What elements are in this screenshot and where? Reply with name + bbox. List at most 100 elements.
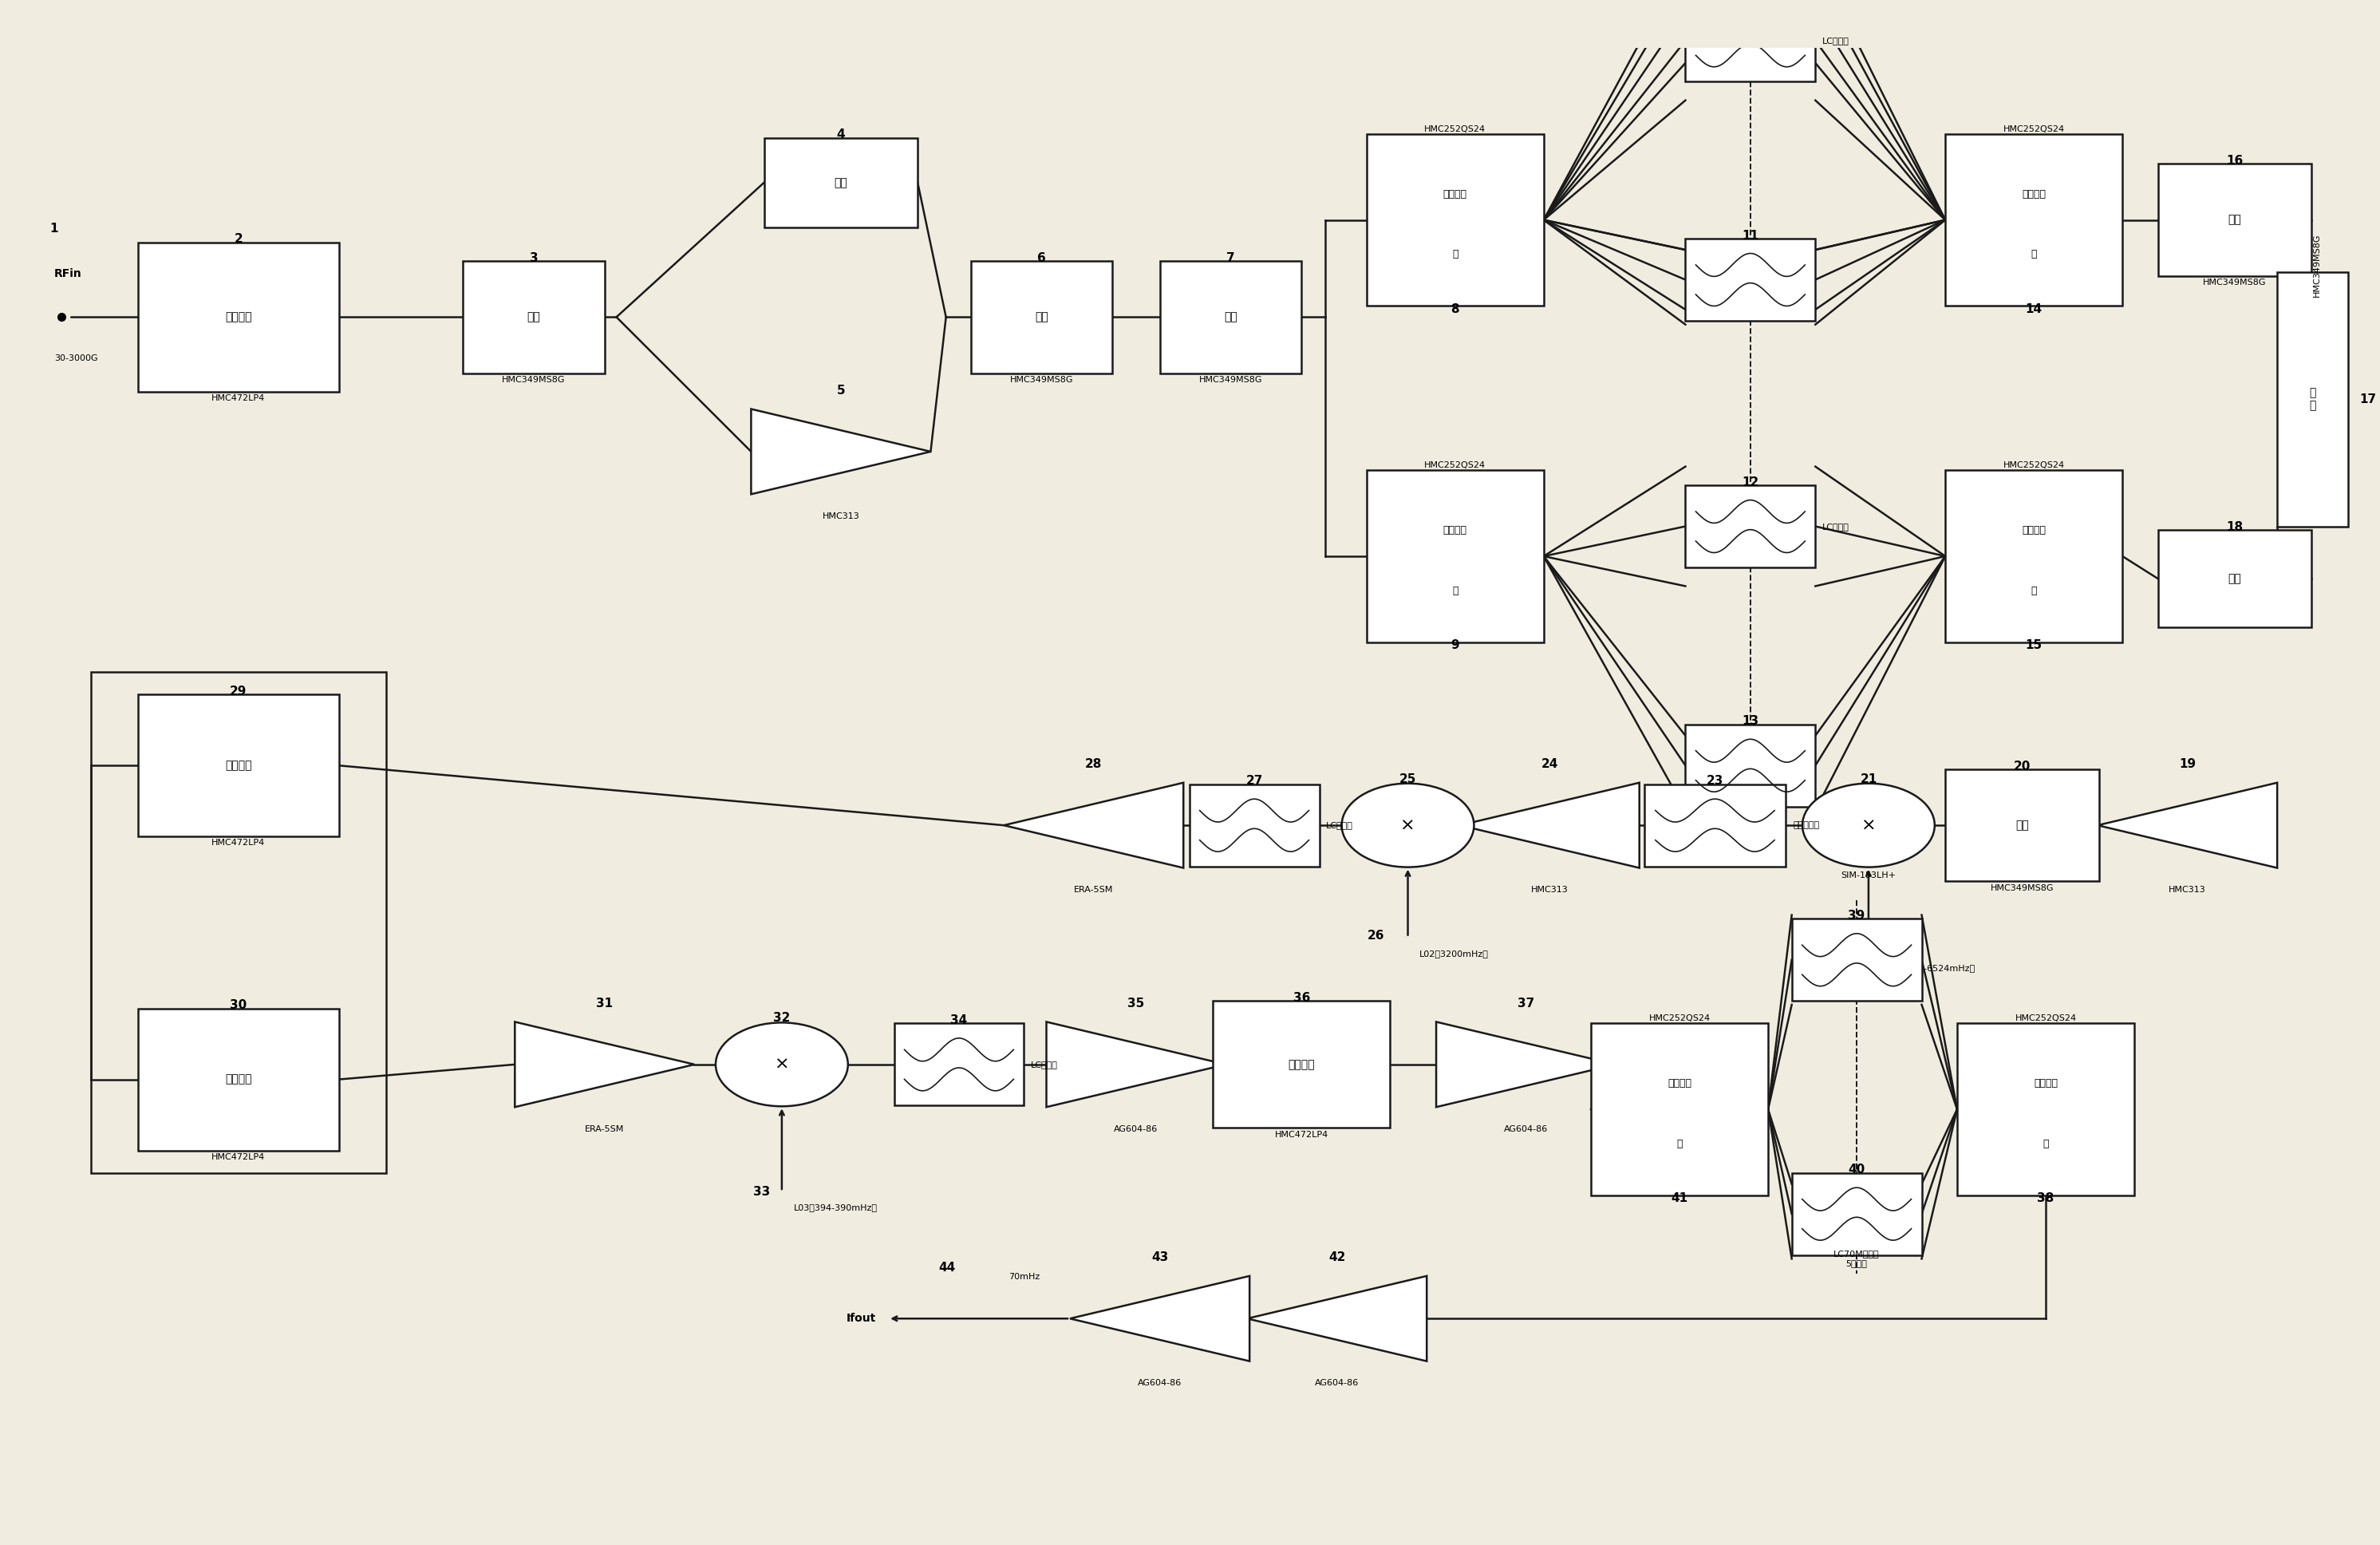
Text: 12: 12 — [1742, 476, 1759, 488]
Bar — [138, 243, 338, 392]
Text: 11: 11 — [1742, 230, 1759, 241]
Polygon shape — [1047, 1021, 1226, 1108]
Text: LC滤波器: LC滤波器 — [1821, 522, 1849, 530]
Text: 一选六开: 一选六开 — [1668, 1078, 1692, 1089]
Text: HMC349MS8G: HMC349MS8G — [1200, 375, 1261, 383]
Bar — [1792, 919, 1921, 1001]
Text: 13: 13 — [1742, 715, 1759, 728]
Bar — [1159, 261, 1302, 374]
Text: HMC472LP4: HMC472LP4 — [212, 394, 264, 402]
Polygon shape — [752, 409, 931, 494]
Text: 一选六开: 一选六开 — [2023, 188, 2047, 199]
Text: 29: 29 — [231, 686, 248, 697]
Text: L02（3200mHz）: L02（3200mHz） — [1418, 949, 1490, 958]
Text: 20: 20 — [2013, 760, 2030, 772]
Text: 开关: 开关 — [2228, 215, 2242, 226]
Text: ERA-5SM: ERA-5SM — [1073, 887, 1114, 895]
Text: 9: 9 — [1452, 640, 1459, 650]
Bar — [1944, 470, 2123, 643]
Text: 8: 8 — [1452, 303, 1459, 315]
Text: 关: 关 — [1452, 249, 1459, 260]
Text: 关: 关 — [2030, 249, 2037, 260]
Text: 36: 36 — [1292, 992, 1309, 1004]
Text: 30-3000G: 30-3000G — [55, 354, 98, 363]
Text: 22: 22 — [1792, 947, 1809, 958]
Text: HMC313: HMC313 — [2168, 887, 2206, 895]
Text: HMC252QS24: HMC252QS24 — [2016, 1015, 2075, 1023]
Bar — [1214, 1001, 1390, 1128]
Bar — [1190, 785, 1319, 867]
Text: RFin: RFin — [55, 269, 81, 280]
Bar — [462, 261, 605, 374]
Bar — [2159, 530, 2311, 627]
Text: ×: × — [1861, 817, 1875, 833]
Text: 37: 37 — [1518, 997, 1535, 1009]
Text: AG604-86: AG604-86 — [1114, 1125, 1159, 1132]
Text: 开
关: 开 关 — [2309, 388, 2316, 411]
Text: 34: 34 — [950, 1015, 966, 1026]
Text: HMC349MS8G: HMC349MS8G — [1009, 375, 1073, 383]
Bar — [1366, 470, 1545, 643]
Circle shape — [1802, 783, 1935, 867]
Bar — [1645, 785, 1785, 867]
Text: HMC252QS24: HMC252QS24 — [1423, 125, 1485, 133]
Text: 70mHz: 70mHz — [1009, 1273, 1040, 1281]
Text: 18: 18 — [2225, 521, 2242, 533]
Text: HMC252QS24: HMC252QS24 — [2004, 462, 2063, 470]
Bar — [2278, 272, 2349, 527]
Text: HMC349MS8G: HMC349MS8G — [2313, 233, 2320, 297]
Text: 4: 4 — [838, 128, 845, 141]
Text: 14: 14 — [2025, 303, 2042, 315]
Bar — [2159, 164, 2311, 277]
Text: Ifout: Ifout — [847, 1313, 876, 1324]
Text: HMC313: HMC313 — [821, 513, 859, 521]
Text: 开关: 开关 — [1035, 312, 1047, 323]
Text: LC滤波器: LC滤波器 — [1326, 822, 1352, 830]
Text: 一选六开: 一选六开 — [2035, 1078, 2059, 1089]
Text: 数控衰减: 数控衰减 — [226, 1074, 252, 1085]
Text: 数控衰减: 数控衰减 — [226, 312, 252, 323]
Text: 腔体滤波器: 腔体滤波器 — [1792, 822, 1818, 830]
Bar — [1685, 485, 1816, 567]
Text: 30: 30 — [231, 1000, 248, 1012]
Text: 6: 6 — [1038, 252, 1045, 264]
Polygon shape — [1071, 1276, 1250, 1361]
Bar — [1792, 1173, 1921, 1255]
Circle shape — [1342, 783, 1473, 867]
Text: HMC252QS24: HMC252QS24 — [1649, 1015, 1711, 1023]
Circle shape — [716, 1023, 847, 1106]
Text: 2: 2 — [233, 233, 243, 246]
Text: 19: 19 — [2180, 759, 2197, 769]
Text: HMC313: HMC313 — [1530, 887, 1568, 895]
Bar — [90, 672, 386, 1173]
Text: 一选六开: 一选六开 — [1442, 188, 1466, 199]
Bar — [1590, 1023, 1768, 1196]
Text: 一选六开: 一选六开 — [2023, 525, 2047, 536]
Bar — [1685, 725, 1816, 806]
Text: 23: 23 — [1706, 776, 1723, 788]
Polygon shape — [1247, 1276, 1426, 1361]
Text: HMC472LP4: HMC472LP4 — [212, 839, 264, 847]
Text: 开关: 开关 — [526, 312, 540, 323]
Text: HMC472LP4: HMC472LP4 — [212, 1153, 264, 1160]
Text: 32: 32 — [774, 1012, 790, 1024]
Text: 直通: 直通 — [2228, 573, 2242, 584]
Text: 关: 关 — [2030, 586, 2037, 596]
Text: 26: 26 — [1366, 930, 1385, 942]
Text: 1: 1 — [50, 222, 60, 235]
Bar — [1685, 0, 1816, 82]
Bar — [764, 138, 919, 227]
Text: 21: 21 — [1861, 772, 1878, 785]
Text: L01（3544-6524mHz）: L01（3544-6524mHz） — [1880, 964, 1975, 972]
Text: HMC349MS8G: HMC349MS8G — [2204, 278, 2266, 286]
Text: 关: 关 — [2042, 1139, 2049, 1149]
Text: 关: 关 — [1676, 1139, 1683, 1149]
Text: 16: 16 — [2225, 155, 2244, 167]
Text: 31: 31 — [597, 997, 614, 1009]
Text: 17: 17 — [2361, 394, 2378, 405]
Text: HMC349MS8G: HMC349MS8G — [1990, 884, 2054, 891]
Text: LC滤波器: LC滤波器 — [1821, 37, 1849, 45]
Text: HMC252QS24: HMC252QS24 — [2004, 125, 2063, 133]
Text: LC70M滤波器
5种带宽: LC70M滤波器 5种带宽 — [1833, 1250, 1880, 1267]
Text: HMC472LP4: HMC472LP4 — [1276, 1131, 1328, 1139]
